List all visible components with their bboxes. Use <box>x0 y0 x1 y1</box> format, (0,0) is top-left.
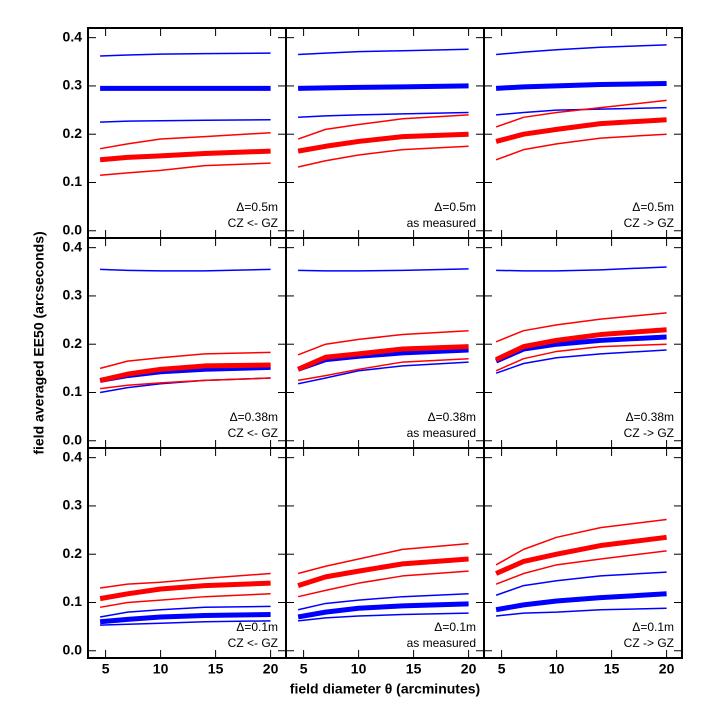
annotation: Δ=0.5m <box>236 200 278 214</box>
x-tick-label: 5 <box>300 661 308 677</box>
x-axis-label: field diameter θ (arcminutes) <box>290 681 480 697</box>
x-tick-label: 20 <box>263 661 279 677</box>
y-tick-label: 0.2 <box>63 125 83 141</box>
line <box>495 518 667 566</box>
line <box>495 99 667 128</box>
line <box>298 83 469 91</box>
line <box>496 106 667 116</box>
line <box>495 349 667 374</box>
line <box>99 580 271 602</box>
y-tick-label: 0.0 <box>63 431 83 447</box>
line <box>297 344 469 372</box>
line <box>297 601 469 620</box>
line <box>100 377 271 390</box>
line <box>100 118 271 123</box>
x-tick-label: 15 <box>406 661 422 677</box>
line <box>99 362 271 383</box>
annotation: Δ=0.38m <box>626 410 674 424</box>
annotation: CZ <- GZ <box>228 216 278 230</box>
line <box>495 81 667 91</box>
line <box>495 534 667 576</box>
line <box>496 607 667 617</box>
x-tick-label: 15 <box>208 661 224 677</box>
line <box>297 114 469 140</box>
x-tick-label: 5 <box>498 661 506 677</box>
y-axis-label: field averaged EE50 (arcseconds) <box>31 231 47 454</box>
y-tick-label: 0.2 <box>63 545 83 561</box>
line <box>495 343 667 372</box>
y-tick-label: 0.4 <box>63 238 83 254</box>
y-tick-label: 0.1 <box>63 593 83 609</box>
y-tick-label: 0.1 <box>63 383 83 399</box>
line <box>495 327 667 362</box>
annotation: as measured <box>407 636 476 650</box>
line <box>297 570 469 598</box>
y-tick-label: 0.0 <box>63 641 83 657</box>
line <box>99 132 271 150</box>
y-tick-label: 0.3 <box>63 287 83 303</box>
line <box>99 605 271 618</box>
annotation: Δ=0.38m <box>428 410 476 424</box>
line <box>100 52 271 57</box>
line <box>99 572 271 589</box>
line <box>495 591 667 613</box>
annotation: Δ=0.38m <box>230 410 278 424</box>
line <box>298 612 469 622</box>
y-tick-label: 0.3 <box>63 77 83 93</box>
line <box>297 593 469 611</box>
line <box>495 133 667 161</box>
y-tick-label: 0.4 <box>63 28 83 44</box>
y-tick-label: 0.0 <box>63 221 83 237</box>
line <box>100 162 271 176</box>
line <box>298 268 469 272</box>
annotation: Δ=0.5m <box>632 200 674 214</box>
x-tick-label: 10 <box>153 661 169 677</box>
y-tick-label: 0.1 <box>63 173 83 189</box>
line <box>297 542 469 575</box>
line <box>99 593 271 609</box>
line <box>100 620 271 626</box>
line <box>297 556 469 588</box>
line <box>297 131 469 154</box>
annotation: CZ -> GZ <box>624 636 674 650</box>
y-tick-label: 0.4 <box>63 448 83 464</box>
line <box>297 145 469 168</box>
y-tick-label: 0.3 <box>63 497 83 513</box>
line <box>297 329 469 356</box>
line <box>100 268 271 272</box>
annotation: Δ=0.5m <box>434 200 476 214</box>
x-tick-label: 15 <box>604 661 620 677</box>
line <box>298 111 469 119</box>
line <box>99 612 271 625</box>
line <box>496 44 667 56</box>
annotation: as measured <box>407 426 476 440</box>
annotation: CZ -> GZ <box>624 426 674 440</box>
annotation: Δ=0.1m <box>236 620 278 634</box>
line <box>298 48 469 56</box>
annotation: Δ=0.1m <box>434 620 476 634</box>
line <box>495 571 667 596</box>
x-tick-label: 20 <box>659 661 675 677</box>
line <box>99 148 271 163</box>
line <box>99 351 271 370</box>
line <box>297 361 469 385</box>
line <box>495 117 667 144</box>
x-tick-label: 10 <box>549 661 565 677</box>
annotation: Δ=0.1m <box>632 620 674 634</box>
annotation: as measured <box>407 216 476 230</box>
line <box>495 550 667 585</box>
line <box>495 312 667 343</box>
annotation: CZ <- GZ <box>228 636 278 650</box>
x-tick-label: 10 <box>351 661 367 677</box>
panel-frame <box>483 447 683 659</box>
annotation: CZ -> GZ <box>624 216 674 230</box>
x-tick-label: 5 <box>102 661 110 677</box>
line <box>496 266 667 272</box>
x-tick-label: 20 <box>461 661 477 677</box>
line <box>297 357 469 382</box>
annotation: CZ <- GZ <box>228 426 278 440</box>
y-tick-label: 0.2 <box>63 335 83 351</box>
